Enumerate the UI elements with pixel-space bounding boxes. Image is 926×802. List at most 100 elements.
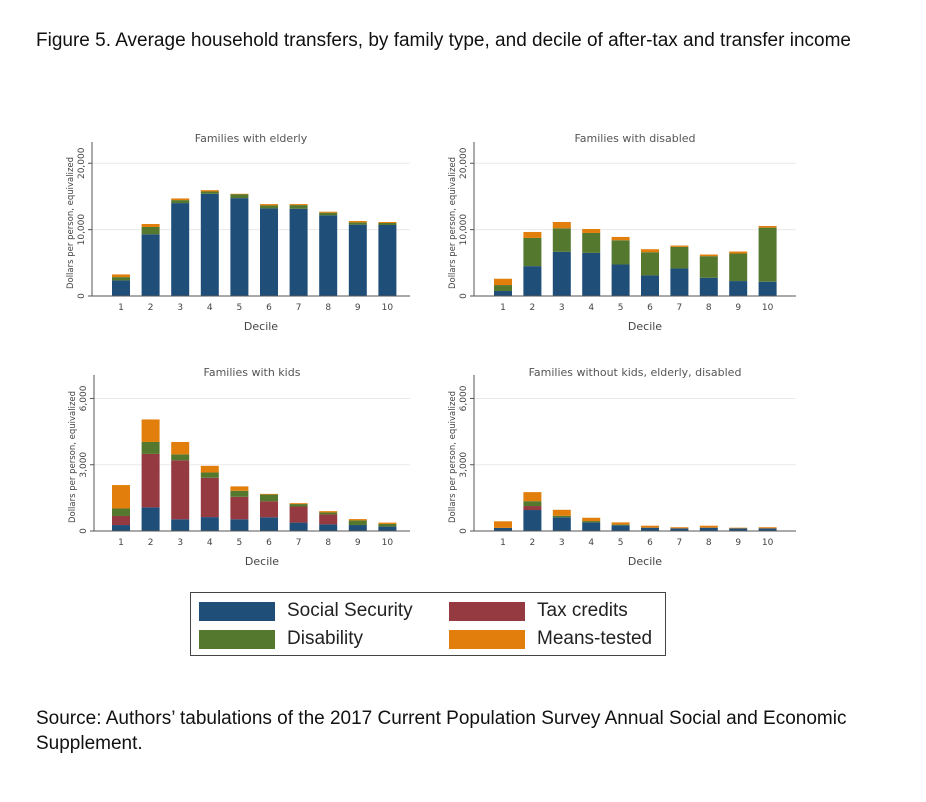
x-tick-label: 9 [355, 303, 361, 313]
x-tick-label: 8 [325, 538, 331, 548]
bar-segment-disability [200, 472, 219, 478]
y-tick-label: 6,000 [459, 385, 469, 411]
bar-segment-means-tested [171, 198, 190, 201]
bar-segment-disability [611, 524, 630, 526]
bar-segment-means-tested [699, 254, 718, 257]
bar-segment-disability [699, 256, 718, 278]
bar-segment-disability [200, 191, 219, 194]
bar-segment-means-tested [552, 222, 571, 229]
panel-1: Families with elderly 0 10,000 20,000Dollar… [66, 132, 410, 333]
panel-title: Families without kids, elderly, disabled [529, 366, 742, 379]
bar-segment-means-tested [582, 228, 601, 233]
bar-segment-disability [494, 285, 512, 292]
bar-segment-disability [523, 501, 542, 507]
figure-title: Figure 5. Average household transfers, b… [36, 30, 851, 51]
y-tick-label: 10,000 [459, 214, 469, 246]
bar-segment-social-security [348, 224, 367, 296]
bar-segment-means-tested [378, 522, 397, 524]
legend-swatch-tax-credits [449, 601, 525, 621]
x-tick-label: 3 [559, 538, 565, 548]
bar-segment-means-tested [552, 509, 571, 516]
bar-segment-social-security [141, 234, 160, 296]
bar-segment-social-security [641, 275, 659, 296]
x-tick-label: 7 [677, 538, 683, 548]
bar-segment-disability [582, 232, 601, 253]
bar-segment-disability [670, 246, 689, 269]
bar-segment-means-tested [758, 225, 777, 228]
x-tick-label: 5 [618, 538, 624, 548]
bar-segment-social-security [494, 291, 512, 296]
bar-segment-disability [260, 205, 278, 209]
x-axis-label: Decile [245, 555, 279, 568]
bar-segment-disability [348, 222, 367, 225]
panel-title: Families with elderly [195, 132, 308, 145]
bar-segment-social-security [582, 252, 601, 296]
bar-segment-means-tested [348, 519, 367, 521]
x-tick-label: 5 [237, 303, 243, 313]
x-axis-label: Decile [244, 320, 278, 333]
bar-segment-social-security [112, 525, 130, 531]
bar-segment-social-security [523, 266, 542, 296]
bar-segment-means-tested [494, 521, 512, 528]
x-tick-label: 2 [530, 538, 536, 548]
bar-segment-means-tested [260, 493, 278, 495]
bar-segment-social-security [348, 525, 367, 531]
bar-segment-social-security [378, 224, 397, 296]
bar-segment-means-tested [670, 527, 689, 529]
panel-2: Families with disabled 0 10,000 20,000Dolla… [448, 132, 796, 333]
bar-segment-social-security [758, 528, 777, 531]
bar-segment-social-security [171, 519, 190, 531]
bar-segment-disability [319, 512, 338, 515]
bar-segment-tax-credits [141, 453, 160, 508]
chart-legend: Social Security Tax credits Disability M… [190, 592, 666, 656]
x-tick-label: 6 [647, 538, 653, 548]
y-tick-label: 20,000 [459, 147, 469, 179]
bar-segment-means-tested [494, 278, 512, 286]
bar-segment-social-security [319, 524, 338, 531]
legend-label-means-tested: Means-tested [537, 628, 653, 649]
x-tick-label: 1 [500, 538, 506, 548]
bar-segment-tax-credits [523, 506, 542, 511]
bar-segment-disability [171, 200, 190, 204]
bar-segment-means-tested [611, 522, 630, 525]
bar-segment-disability [230, 490, 249, 497]
legend-item-tax-credits: Tax credits [449, 600, 628, 622]
bar-segment-social-security [378, 526, 397, 531]
bar-segment-disability [729, 253, 748, 282]
bar-segment-social-security [200, 517, 219, 531]
x-tick-label: 3 [177, 303, 183, 313]
bar-segment-social-security [260, 517, 278, 531]
bar-segment-means-tested [348, 221, 367, 223]
x-tick-label: 3 [559, 303, 565, 313]
bar-segment-means-tested [641, 525, 659, 528]
x-tick-label: 1 [500, 303, 506, 313]
bar-segment-means-tested [523, 492, 542, 502]
bar-segment-means-tested [112, 485, 130, 509]
legend-label-tax-credits: Tax credits [537, 600, 628, 621]
figure-source: Source: Authors’ tabulations of the 2017… [36, 708, 847, 754]
bar-segment-tax-credits [319, 514, 338, 525]
bar-segment-tax-credits [230, 496, 249, 520]
x-tick-label: 1 [118, 303, 124, 313]
bar-segment-disability [289, 504, 308, 507]
x-tick-label: 4 [207, 538, 213, 548]
bar-segment-means-tested [699, 525, 718, 528]
panel-title: Families with disabled [574, 132, 695, 145]
legend-item-social-security: Social Security [199, 600, 413, 622]
bar-segment-social-security [552, 517, 571, 531]
bar-segment-social-security [699, 277, 718, 296]
panel-4: Families without kids, elderly, disabled… [448, 366, 796, 568]
y-tick-label: 3,000 [79, 452, 89, 478]
bar-segment-social-security [582, 522, 601, 531]
bar-segment-social-security [260, 208, 278, 296]
x-tick-label: 4 [207, 303, 213, 313]
bar-segment-disability [611, 240, 630, 265]
x-tick-label: 2 [148, 538, 154, 548]
bar-segment-disability [552, 515, 571, 518]
bar-segment-disability [319, 212, 338, 216]
x-tick-label: 9 [355, 538, 361, 548]
legend-label-disability: Disability [287, 628, 364, 649]
bar-segment-disability [348, 520, 367, 526]
bar-segment-disability [582, 521, 601, 523]
